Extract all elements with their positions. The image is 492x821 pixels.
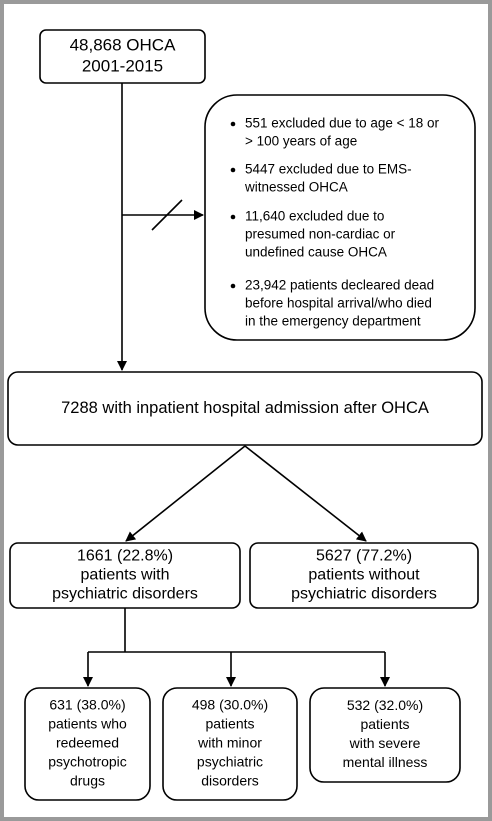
node-box — [39, 29, 206, 84]
node-text: 48,868 OHCA — [70, 35, 176, 54]
exclusion-text: 551 excluded due to age < 18 or — [245, 116, 440, 131]
bullet — [230, 283, 236, 289]
node-text: patients who — [48, 716, 127, 732]
node-box — [249, 542, 479, 609]
node-text: 7288 with inpatient hospital admission a… — [61, 399, 429, 417]
node-text: patients with — [81, 567, 170, 584]
node-text: mental illness — [343, 754, 428, 770]
exclusion-text: witnessed OHCA — [244, 180, 348, 195]
exclusion-text: in the emergency department — [245, 314, 421, 329]
node-text: psychotropic — [48, 754, 127, 770]
node-box — [24, 687, 151, 801]
bullet — [230, 214, 236, 220]
exclusion-text: 5447 excluded due to EMS- — [245, 162, 412, 177]
node-text: patients — [360, 716, 409, 732]
node-box — [309, 687, 461, 783]
node-text: patients without — [308, 567, 420, 584]
node-box — [162, 687, 298, 801]
exclusion-text: > 100 years of age — [245, 134, 357, 149]
exclusion-text: before hospital arrival/who died — [245, 296, 432, 311]
node-text: drugs — [70, 773, 105, 789]
node-box — [9, 542, 241, 609]
slash — [151, 199, 183, 231]
node-box — [7, 371, 483, 446]
bullet — [230, 121, 236, 127]
exclusion-text: presumed non-cardiac or — [245, 227, 396, 242]
exclusion-text: 11,640 excluded due to — [245, 209, 384, 224]
exclusion-text: 23,942 patients decleared dead — [245, 278, 434, 293]
exclusion-box — [204, 94, 476, 341]
node-text: psychiatric disorders — [291, 586, 437, 603]
node-text: 498 (30.0%) — [192, 697, 268, 713]
node-text: patients — [205, 716, 254, 732]
node-text: 1661 (22.8%) — [77, 548, 173, 565]
node-text: with severe — [349, 735, 421, 751]
node-text: with minor — [197, 735, 262, 751]
bullet — [230, 167, 236, 173]
node-text: psychiatric disorders — [52, 586, 198, 603]
node-text: 5627 (77.2%) — [316, 548, 412, 565]
node-text: 631 (38.0%) — [49, 697, 125, 713]
node-text: 2001-2015 — [82, 56, 163, 75]
node-text: psychiatric — [197, 754, 263, 770]
exclusion-text: undefined cause OHCA — [245, 245, 387, 260]
arrow — [244, 445, 367, 542]
node-text: 532 (32.0%) — [347, 697, 423, 713]
node-text: redeemed — [56, 735, 119, 751]
node-text: disorders — [201, 773, 259, 789]
arrow — [125, 445, 246, 542]
